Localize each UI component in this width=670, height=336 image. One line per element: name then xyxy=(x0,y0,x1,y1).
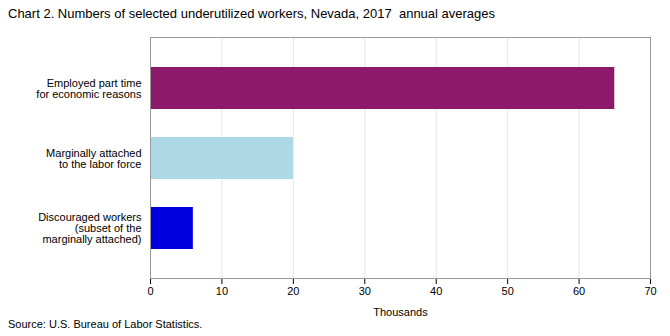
svg-text:Discouraged workers(subset of: Discouraged workers(subset of themargina… xyxy=(38,211,142,245)
html-text:Chart 2. Numbers of selected u: Chart 2. Numbers of selected underutiliz… xyxy=(8,6,496,21)
svg-text:20: 20 xyxy=(287,285,299,297)
svg-text:30: 30 xyxy=(359,285,371,297)
html-text:Source: U.S. Bureau of Labor S: Source: U.S. Bureau of Labor Statistics. xyxy=(8,318,203,330)
svg-text:0: 0 xyxy=(147,285,153,297)
svg-text:10: 10 xyxy=(216,285,228,297)
svg-text:40: 40 xyxy=(430,285,442,297)
svg-text:Marginally attachedto the labo: Marginally attachedto the labor force xyxy=(46,147,141,170)
svg-text:60: 60 xyxy=(573,285,585,297)
svg-text:Thousands: Thousands xyxy=(373,306,428,318)
svg-text:50: 50 xyxy=(502,285,514,297)
svg-text:70: 70 xyxy=(644,285,656,297)
svg-text:Employed part timefor economic: Employed part timefor economic reasons xyxy=(36,77,142,100)
